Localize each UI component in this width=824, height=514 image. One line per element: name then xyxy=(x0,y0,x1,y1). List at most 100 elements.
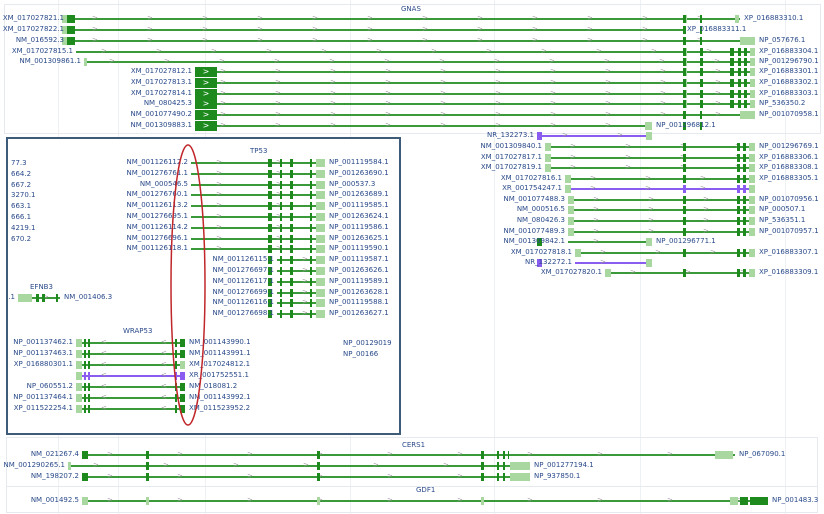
protein-label[interactable]: XP_016883311.1 xyxy=(687,25,747,33)
protein-label[interactable]: NP_001119590.1 xyxy=(329,244,389,253)
transcript-label[interactable]: XM_017027819.1 xyxy=(480,163,542,171)
transcript-label[interactable]: NM_001126113.2 xyxy=(126,201,188,210)
protein-label[interactable]: XP_016883307.1 xyxy=(759,248,819,256)
partial-transcript-label[interactable]: 670.2 xyxy=(11,234,32,243)
protein-label[interactable]: NP_001296769.1 xyxy=(759,142,819,150)
protein-label[interactable]: NP_001296771.1 xyxy=(656,237,716,245)
transcript-line[interactable] xyxy=(537,135,652,137)
transcript-label[interactable]: XP_011522254.1 xyxy=(13,404,73,412)
transcript-label[interactable]: NM_001276695.1 xyxy=(126,212,188,220)
transcript-line[interactable] xyxy=(76,397,185,399)
protein-label[interactable]: NM_018081.2 xyxy=(189,382,238,390)
transcript-label[interactable]: NP_001137464.1 xyxy=(13,393,73,401)
protein-label[interactable]: NP_536350.2 xyxy=(759,99,806,107)
protein-label[interactable]: NP_001263690.1 xyxy=(329,168,389,177)
transcript-label[interactable]: NM_001077488.3 xyxy=(503,195,565,203)
transcript-label[interactable]: NP_001137462.1 xyxy=(13,338,73,346)
transcript-label[interactable]: NM_001276698.1 xyxy=(212,309,274,318)
transcript-label[interactable]: XM_017027813.1 xyxy=(130,78,192,86)
transcript-line[interactable] xyxy=(76,353,185,355)
transcript-label[interactable]: NM_000546.5 xyxy=(139,179,188,188)
transcript-label[interactable]: XM_017027816.1 xyxy=(500,174,562,182)
transcript-label[interactable]: XM_017027822.1 xyxy=(2,25,64,33)
transcript-line[interactable] xyxy=(277,313,325,316)
protein-label[interactable]: NM_001143992.1 xyxy=(189,393,251,401)
transcript-label[interactable]: NM_000516.5 xyxy=(516,205,565,213)
transcript-line[interactable] xyxy=(568,199,755,201)
transcript-line[interactable] xyxy=(76,386,185,388)
protein-label[interactable]: XM_017024812.1 xyxy=(189,360,251,368)
transcript-line[interactable] xyxy=(277,259,325,262)
transcript-label[interactable]: XR_001754247.1 xyxy=(502,184,562,192)
transcript-label[interactable]: NM_001290265.1 xyxy=(3,461,65,469)
transcript-line[interactable] xyxy=(568,241,652,243)
protein-label[interactable]: NP_001296812.1 xyxy=(656,121,716,129)
transcript-line[interactable] xyxy=(18,297,60,299)
transcript-label[interactable]: XM_017027817.1 xyxy=(480,153,542,161)
transcript-line[interactable] xyxy=(76,51,755,53)
transcript-line[interactable] xyxy=(67,40,755,42)
transcript-label[interactable]: NM_001309842.1 xyxy=(503,237,565,245)
transcript-label[interactable]: NM_001126115.1 xyxy=(212,255,274,264)
protein-label[interactable]: NP_001483.3 xyxy=(772,496,819,504)
transcript-line[interactable] xyxy=(191,194,325,197)
transcript-line[interactable] xyxy=(76,408,185,410)
transcript-label[interactable]: NM_001126118.1 xyxy=(126,244,188,253)
transcript-line[interactable] xyxy=(191,162,325,164)
protein-label[interactable]: NP_001070958.1 xyxy=(759,110,819,118)
protein-label[interactable]: NP_067090.1 xyxy=(739,450,786,458)
transcript-label[interactable]: NM_198207.2 xyxy=(30,472,79,480)
protein-label[interactable]: NP_001263625.1 xyxy=(329,233,389,242)
transcript-line[interactable] xyxy=(277,291,325,294)
transcript-line[interactable] xyxy=(68,465,530,467)
transcript-label[interactable]: NM_001276760.1 xyxy=(126,190,188,199)
transcript-line[interactable] xyxy=(195,103,755,105)
protein-label[interactable]: XP_016883303.1 xyxy=(759,89,819,97)
protein-label[interactable]: NP_000537.3 xyxy=(329,179,376,188)
transcript-label[interactable]: .1 xyxy=(8,293,15,301)
transcript-line[interactable] xyxy=(565,188,755,190)
transcript-line[interactable] xyxy=(67,29,683,31)
transcript-line[interactable] xyxy=(195,93,755,95)
protein-label[interactable]: XP_016883308.1 xyxy=(759,163,819,171)
partial-transcript-label[interactable]: 667.2 xyxy=(11,180,32,189)
transcript-line[interactable] xyxy=(191,205,325,208)
transcript-label[interactable]: NM_001077489.3 xyxy=(503,227,565,235)
protein-label[interactable]: NP_001263627.1 xyxy=(329,309,389,318)
transcript-label[interactable]: NM_001276699.1 xyxy=(212,287,274,296)
protein-label[interactable]: NP_001277194.1 xyxy=(534,461,594,469)
protein-label[interactable]: NP_536351.1 xyxy=(759,216,806,224)
transcript-line[interactable] xyxy=(568,231,755,233)
protein-label[interactable]: NP_001070956.1 xyxy=(759,195,819,203)
transcript-label[interactable]: XM_017027821.1 xyxy=(2,14,64,22)
transcript-label[interactable]: XM_017027818.1 xyxy=(510,248,572,256)
transcript-label[interactable]: NR_132272.1 xyxy=(524,258,572,266)
protein-label[interactable]: XP_016883301.1 xyxy=(759,67,819,75)
protein-label[interactable]: NP_057676.1 xyxy=(759,36,806,44)
transcript-label[interactable]: XP_016880301.1 xyxy=(13,360,73,368)
transcript-label[interactable]: NR_132273.1 xyxy=(486,131,534,139)
transcript-label[interactable]: NM_001077490.2 xyxy=(130,110,192,118)
transcript-label[interactable]: NM_080426.3 xyxy=(516,216,565,224)
transcript-line[interactable] xyxy=(605,272,755,274)
transcript-line[interactable] xyxy=(195,71,755,73)
protein-label[interactable]: NM_001406.3 xyxy=(64,293,113,301)
transcript-line[interactable] xyxy=(575,252,755,254)
transcript-label[interactable]: NM_080425.3 xyxy=(143,99,192,107)
transcript-label[interactable]: NP_060551.2 xyxy=(26,382,73,390)
transcript-line[interactable] xyxy=(195,82,755,84)
protein-label[interactable]: XP_016883306.1 xyxy=(759,153,819,161)
protein-label[interactable]: XR_001752551.1 xyxy=(189,371,249,379)
transcript-line[interactable] xyxy=(568,209,755,211)
transcript-line[interactable] xyxy=(195,114,755,116)
transcript-line[interactable] xyxy=(82,500,768,502)
transcript-label[interactable]: NM_016592.3 xyxy=(15,36,64,44)
transcript-line[interactable] xyxy=(545,157,755,159)
transcript-label[interactable]: NM_001126114.2 xyxy=(126,222,188,231)
partial-transcript-label[interactable]: 3270.1 xyxy=(11,191,36,200)
transcript-label[interactable]: XM_017027812.1 xyxy=(130,67,192,75)
protein-label[interactable]: NM_001143991.1 xyxy=(189,349,251,357)
transcript-line[interactable] xyxy=(575,262,652,264)
transcript-label[interactable]: NM_001276697.1 xyxy=(212,266,274,274)
transcript-label[interactable]: XM_017027815.1 xyxy=(11,47,73,55)
